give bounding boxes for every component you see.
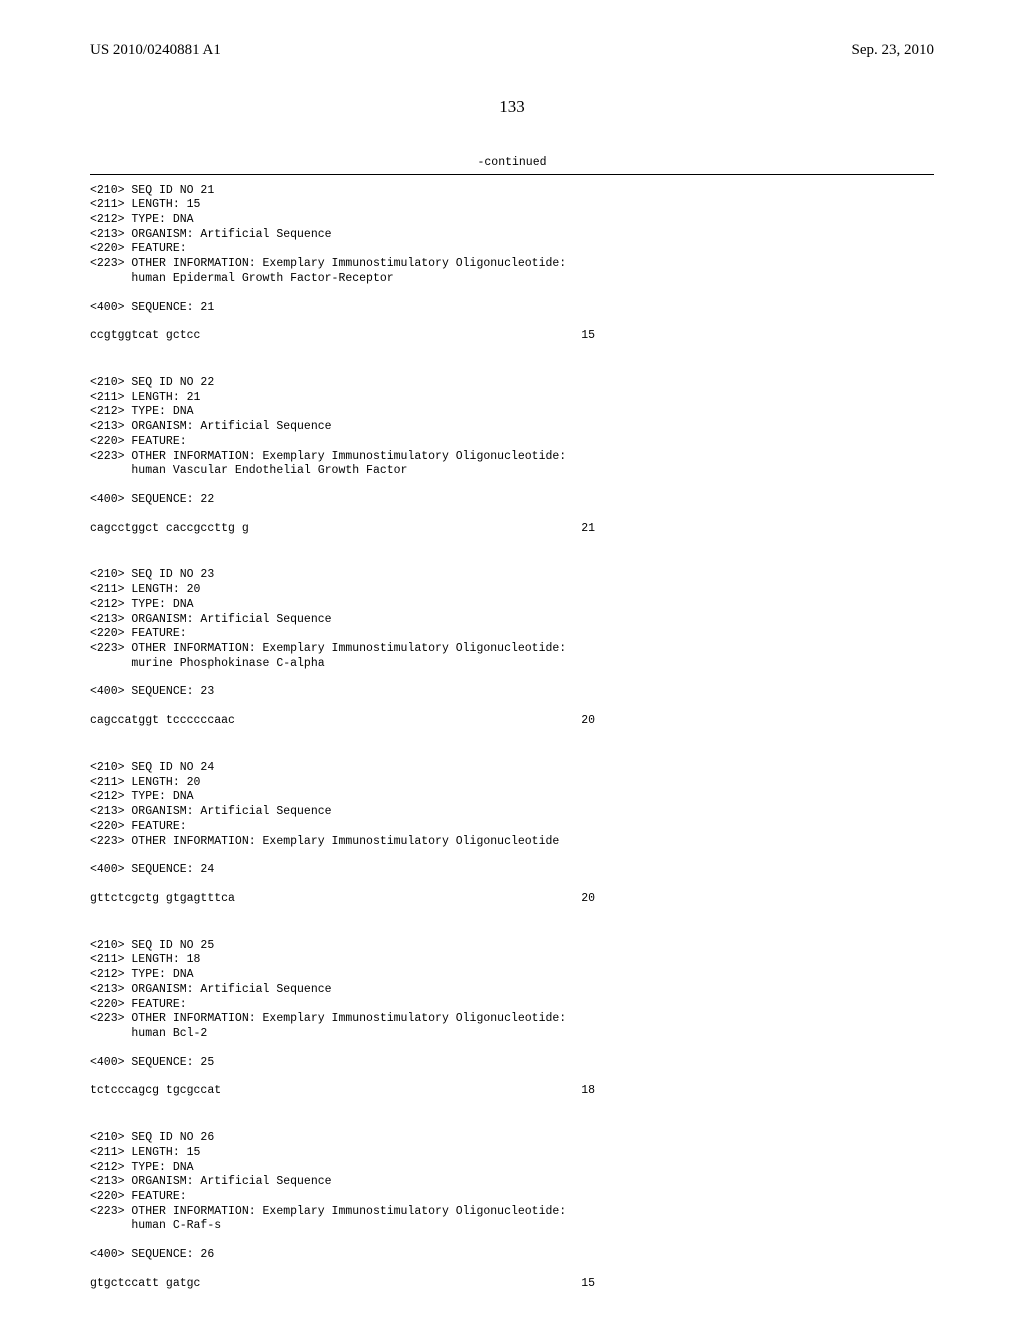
sequence-meta-line: <213> ORGANISM: Artificial Sequence <box>90 805 934 820</box>
sequence-length: 21 <box>581 522 595 537</box>
sequence-meta-line: <223> OTHER INFORMATION: Exemplary Immun… <box>90 835 934 850</box>
sequence-label: <400> SEQUENCE: 25 <box>90 1056 934 1071</box>
sequence-meta-line: <223> OTHER INFORMATION: Exemplary Immun… <box>90 450 934 465</box>
sequence-label: <400> SEQUENCE: 21 <box>90 301 934 316</box>
sequence-meta-line: <220> FEATURE: <box>90 1190 934 1205</box>
sequence-meta-line: <211> LENGTH: 20 <box>90 776 934 791</box>
sequence-text: ccgtggtcat gctcc <box>90 329 200 344</box>
sequence-meta-line: <210> SEQ ID NO 24 <box>90 761 934 776</box>
sequence-meta-line: human C-Raf-s <box>90 1219 934 1234</box>
sequence-label: <400> SEQUENCE: 26 <box>90 1248 934 1263</box>
sequence-text: tctcccagcg tgcgccat <box>90 1084 221 1099</box>
section-rule <box>90 174 934 175</box>
sequence-length: 20 <box>581 714 595 729</box>
sequence-text: gttctcgctg gtgagtttca <box>90 892 235 907</box>
sequence-block: <210> SEQ ID NO 26<211> LENGTH: 15<212> … <box>90 1131 934 1305</box>
continued-label: -continued <box>90 157 934 173</box>
sequence-meta-line: <223> OTHER INFORMATION: Exemplary Immun… <box>90 1012 934 1027</box>
sequence-length: 18 <box>581 1084 595 1099</box>
sequence-meta-line: human Vascular Endothelial Growth Factor <box>90 464 934 479</box>
sequence-length: 15 <box>581 329 595 344</box>
sequence-meta-line: <213> ORGANISM: Artificial Sequence <box>90 1175 934 1190</box>
sequence-meta-line: <211> LENGTH: 15 <box>90 198 934 213</box>
sequence-line: cagccatggt tccccccaac 20 <box>90 714 595 729</box>
sequence-line: gttctcgctg gtgagtttca 20 <box>90 892 595 907</box>
sequence-length: 20 <box>581 892 595 907</box>
sequence-text: cagcctggct caccgccttg g <box>90 522 249 537</box>
sequence-meta-line: <210> SEQ ID NO 26 <box>90 1131 934 1146</box>
sequence-meta-line: <220> FEATURE: <box>90 435 934 450</box>
sequence-meta-line: <220> FEATURE: <box>90 242 934 257</box>
sequence-meta-line: <213> ORGANISM: Artificial Sequence <box>90 420 934 435</box>
sequence-meta-line: <220> FEATURE: <box>90 998 934 1013</box>
sequence-meta-line: murine Phosphokinase C-alpha <box>90 657 934 672</box>
sequence-meta-line: <213> ORGANISM: Artificial Sequence <box>90 228 934 243</box>
sequence-block: <210> SEQ ID NO 25<211> LENGTH: 18<212> … <box>90 939 934 1113</box>
sequence-block: <210> SEQ ID NO 21<211> LENGTH: 15<212> … <box>90 184 934 358</box>
publication-date: Sep. 23, 2010 <box>852 42 935 59</box>
sequence-label: <400> SEQUENCE: 23 <box>90 685 934 700</box>
sequence-block: <210> SEQ ID NO 24<211> LENGTH: 20<212> … <box>90 761 934 921</box>
sequence-meta-line: <223> OTHER INFORMATION: Exemplary Immun… <box>90 257 934 272</box>
sequence-meta-line: <210> SEQ ID NO 25 <box>90 939 934 954</box>
sequence-block: <210> SEQ ID NO 22<211> LENGTH: 21<212> … <box>90 376 934 550</box>
sequence-meta-line: <220> FEATURE: <box>90 627 934 642</box>
sequence-meta-line: <212> TYPE: DNA <box>90 968 934 983</box>
sequence-label: <400> SEQUENCE: 24 <box>90 863 934 878</box>
sequence-meta-line: human Epidermal Growth Factor-Receptor <box>90 272 934 287</box>
publication-number: US 2010/0240881 A1 <box>90 42 221 59</box>
sequence-meta-line: human Bcl-2 <box>90 1027 934 1042</box>
sequence-meta-line: <212> TYPE: DNA <box>90 405 934 420</box>
sequence-meta-line: <212> TYPE: DNA <box>90 598 934 613</box>
sequence-meta-line: <223> OTHER INFORMATION: Exemplary Immun… <box>90 642 934 657</box>
sequence-meta-line: <220> FEATURE: <box>90 820 934 835</box>
sequence-label: <400> SEQUENCE: 22 <box>90 493 934 508</box>
sequence-meta-line: <211> LENGTH: 18 <box>90 953 934 968</box>
sequence-text: gtgctccatt gatgc <box>90 1277 200 1292</box>
sequence-meta-line: <213> ORGANISM: Artificial Sequence <box>90 613 934 628</box>
sequence-meta-line: <210> SEQ ID NO 22 <box>90 376 934 391</box>
sequence-line: ccgtggtcat gctcc 15 <box>90 329 595 344</box>
sequence-line: cagcctggct caccgccttg g 21 <box>90 522 595 537</box>
sequence-line: gtgctccatt gatgc 15 <box>90 1277 595 1292</box>
sequence-meta-line: <211> LENGTH: 15 <box>90 1146 934 1161</box>
document-header: US 2010/0240881 A1 Sep. 23, 2010 <box>90 42 934 59</box>
sequence-meta-line: <212> TYPE: DNA <box>90 213 934 228</box>
sequence-meta-line: <223> OTHER INFORMATION: Exemplary Immun… <box>90 1205 934 1220</box>
sequence-meta-line: <210> SEQ ID NO 23 <box>90 568 934 583</box>
sequence-length: 15 <box>581 1277 595 1292</box>
sequence-text: cagccatggt tccccccaac <box>90 714 235 729</box>
continued-wrap: -continued <box>90 157 934 175</box>
sequence-meta-line: <212> TYPE: DNA <box>90 790 934 805</box>
sequence-listing-container: <210> SEQ ID NO 21<211> LENGTH: 15<212> … <box>90 184 934 1306</box>
sequence-block: <210> SEQ ID NO 23<211> LENGTH: 20<212> … <box>90 568 934 742</box>
sequence-meta-line: <212> TYPE: DNA <box>90 1161 934 1176</box>
sequence-meta-line: <211> LENGTH: 20 <box>90 583 934 598</box>
sequence-meta-line: <210> SEQ ID NO 21 <box>90 184 934 199</box>
sequence-line: tctcccagcg tgcgccat 18 <box>90 1084 595 1099</box>
sequence-meta-line: <211> LENGTH: 21 <box>90 391 934 406</box>
page-number: 133 <box>90 97 934 117</box>
sequence-meta-line: <213> ORGANISM: Artificial Sequence <box>90 983 934 998</box>
